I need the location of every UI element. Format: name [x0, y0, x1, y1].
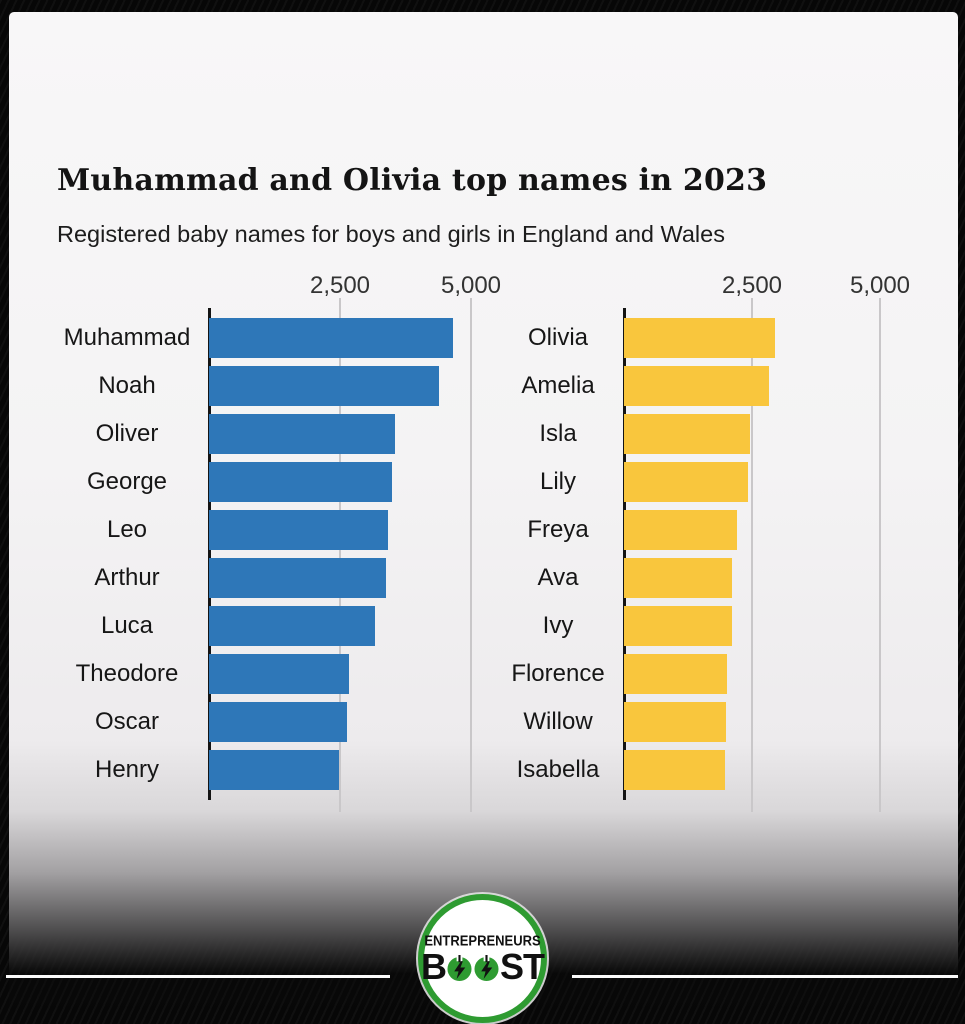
plot-area-boys [208, 298, 492, 812]
entrepreneurs-boost-logo: ENTREPRENEURS B ST [418, 894, 547, 1023]
chart-row [209, 362, 492, 410]
chart-row [624, 698, 912, 746]
chart-row [624, 314, 912, 362]
logo-text-boost: B ST [421, 945, 545, 987]
x-axis-tick-5000: 5,000 [440, 272, 502, 299]
bar-luca [209, 606, 375, 646]
bar-florence [624, 654, 727, 694]
chart-row [624, 506, 912, 554]
chart-card [9, 12, 958, 1024]
category-label-amelia: Amelia [521, 372, 595, 399]
power-bolt-icon [447, 954, 472, 981]
bar-olivia [624, 318, 775, 358]
bar-theodore [209, 654, 349, 694]
bar-george [209, 462, 392, 502]
bars-girls [624, 314, 912, 794]
category-label-freya: Freya [527, 516, 589, 543]
chart-row [209, 314, 492, 362]
chart-row [209, 410, 492, 458]
category-label-isla: Isla [539, 420, 577, 447]
chart-subtitle: Registered baby names for boys and girls… [57, 221, 725, 247]
gridline-2500 [339, 298, 341, 812]
logo-text-entrepreneurs: ENTREPRENEURS [424, 931, 541, 949]
chart-row [624, 650, 912, 698]
bar-ivy [624, 606, 732, 646]
logo-letter-b: B [421, 945, 447, 987]
bar-freya [624, 510, 737, 550]
bar-isla [624, 414, 750, 454]
chart-row [624, 746, 912, 794]
category-label-willow: Willow [523, 708, 593, 735]
chart-row [209, 602, 492, 650]
plot-area-girls [623, 298, 912, 812]
logo-letter-st: ST [500, 945, 545, 987]
chart-title: Muhammad and Olivia top names in 2023 [57, 163, 768, 198]
gridline-5000 [470, 298, 472, 812]
bar-chart: 2,500 5,000 Muhammad Noah Oliver George Leo A… [45, 268, 912, 812]
category-label-leo: Leo [106, 516, 148, 543]
bar-isabella [624, 750, 725, 790]
category-label-olivia: Olivia [527, 324, 588, 351]
category-label-oscar: Oscar [94, 708, 159, 735]
chart-row [209, 554, 492, 602]
category-label-george: George [86, 468, 168, 495]
footer-divider-right [572, 975, 958, 978]
chart-panel-boys: 2,500 5,000 Muhammad Noah Oliver George Leo A… [45, 268, 501, 812]
category-labels-girls: Olivia Amelia Isla Lily Freya Ava Ivy Florence W… [492, 314, 624, 794]
category-label-arthur: Arthur [94, 564, 160, 591]
bar-oliver [209, 414, 395, 454]
x-axis-tick-2500: 2,500 [721, 272, 783, 299]
category-label-theodore: Theodore [75, 660, 179, 687]
category-labels-boys: Muhammad Noah Oliver George Leo Arthur Luca The… [45, 314, 209, 794]
chart-row [209, 506, 492, 554]
gridline-2500 [751, 298, 753, 812]
category-label-henry: Henry [94, 756, 160, 783]
chart-row [624, 602, 912, 650]
category-label-luca: Luca [100, 612, 154, 639]
category-label-oliver: Oliver [95, 420, 159, 447]
power-bolt-icon [474, 954, 499, 981]
bar-amelia [624, 366, 769, 406]
category-label-isabella: Isabella [516, 756, 600, 783]
bar-arthur [209, 558, 386, 598]
chart-row [624, 362, 912, 410]
category-label-ivy: Ivy [542, 612, 574, 639]
bar-noah [209, 366, 439, 406]
y-axis-line [623, 308, 626, 800]
category-label-florence: Florence [511, 660, 605, 687]
footer-divider-left [6, 975, 390, 978]
chart-row [209, 698, 492, 746]
bar-muhammad [209, 318, 453, 358]
chart-row [209, 650, 492, 698]
chart-panel-girls: 2,500 5,000 Olivia Amelia Isla Lily Freya Ava… [492, 268, 912, 812]
category-label-lily: Lily [539, 468, 576, 495]
chart-row [624, 458, 912, 506]
x-axis-tick-5000: 5,000 [849, 272, 911, 299]
bars-boys [209, 314, 492, 794]
gridline-5000 [879, 298, 881, 812]
bar-leo [209, 510, 388, 550]
bar-oscar [209, 702, 347, 742]
chart-row [209, 458, 492, 506]
chart-row [624, 410, 912, 458]
chart-row [209, 746, 492, 794]
bar-ava [624, 558, 732, 598]
y-axis-line [208, 308, 211, 800]
category-label-noah: Noah [98, 372, 156, 399]
chart-row [624, 554, 912, 602]
bar-willow [624, 702, 726, 742]
category-label-muhammad: Muhammad [63, 324, 191, 351]
bar-lily [624, 462, 748, 502]
x-axis-tick-2500: 2,500 [309, 272, 371, 299]
category-label-ava: Ava [537, 564, 579, 591]
bar-henry [209, 750, 339, 790]
